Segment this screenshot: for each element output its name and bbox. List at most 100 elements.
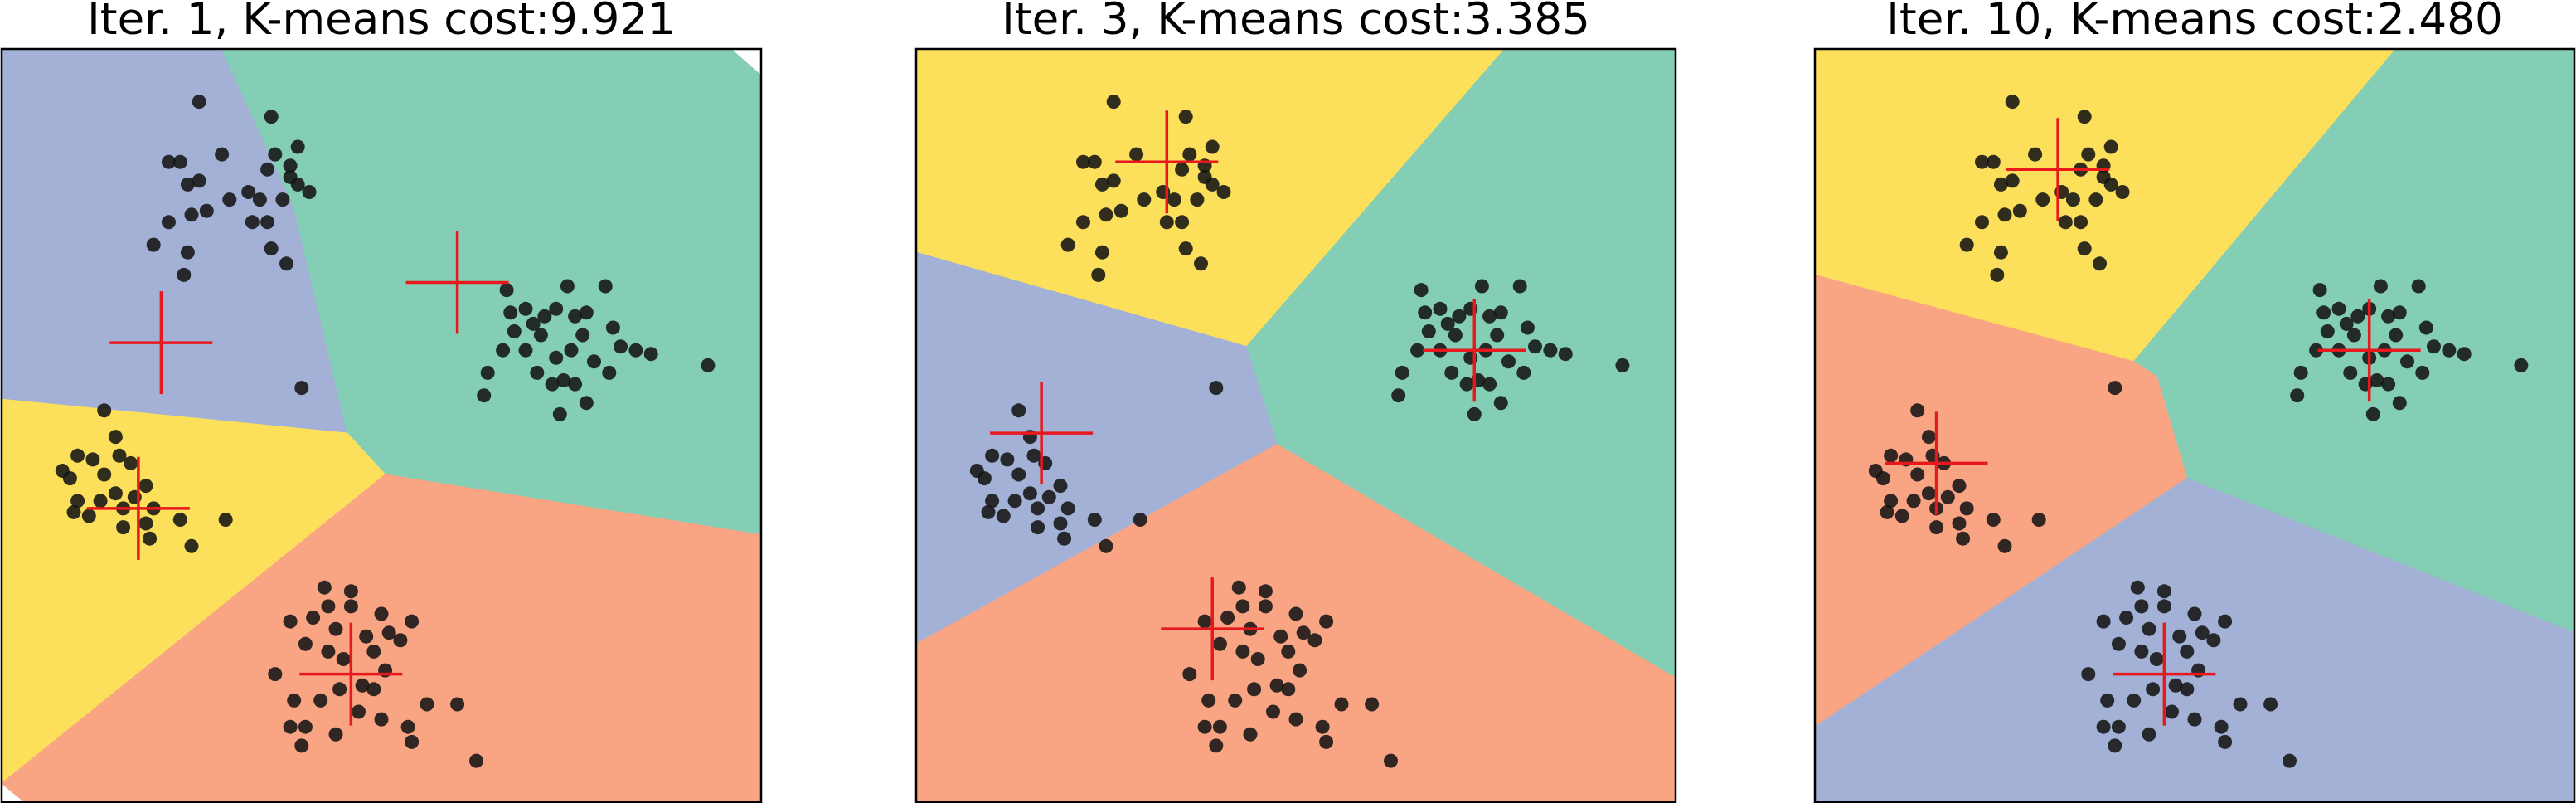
data-point <box>1011 403 1026 418</box>
data-point <box>62 471 77 486</box>
data-point <box>1266 704 1280 719</box>
data-point <box>2108 381 2122 396</box>
data-point <box>1288 712 1303 727</box>
data-point <box>977 471 992 486</box>
data-point <box>260 215 275 230</box>
centroid-marker <box>1885 411 1988 515</box>
data-point <box>2514 358 2529 372</box>
data-point <box>1414 283 1429 298</box>
data-point <box>2180 682 2195 697</box>
data-point <box>287 693 302 708</box>
data-point <box>1482 377 1497 392</box>
data-point <box>2339 316 2354 331</box>
data-point <box>1993 177 2008 192</box>
data-point <box>1106 173 1121 188</box>
data-point <box>366 682 381 697</box>
data-point <box>2263 697 2278 712</box>
data-point <box>1433 301 1448 316</box>
plot-frame <box>0 47 763 803</box>
data-point <box>2103 139 2118 154</box>
data-point <box>602 365 617 380</box>
data-point <box>184 207 199 222</box>
data-point <box>1007 494 1022 509</box>
data-point <box>93 494 108 509</box>
data-point <box>359 629 374 644</box>
data-point <box>1022 486 1037 501</box>
data-point <box>294 738 309 753</box>
data-point <box>180 245 195 260</box>
data-point <box>1319 614 1334 629</box>
data-point <box>2392 305 2407 320</box>
data-point <box>124 455 138 470</box>
data-point <box>1993 245 2008 260</box>
data-point <box>2389 328 2404 343</box>
data-point <box>1133 513 1147 527</box>
data-point <box>1543 343 1558 358</box>
data-point <box>393 633 408 648</box>
data-point <box>215 147 230 162</box>
data-point <box>116 520 131 535</box>
data-point <box>2218 734 2233 749</box>
data-point <box>1182 667 1197 682</box>
data-point <box>2035 192 2050 207</box>
centroid-marker <box>299 622 403 726</box>
data-point <box>2100 693 2115 708</box>
data-point <box>1182 147 1197 162</box>
data-point <box>1493 305 1508 320</box>
data-point <box>343 584 358 599</box>
chart-title: Iter. 1, K-means cost:9.921 <box>87 0 676 45</box>
data-point <box>1011 467 1026 482</box>
data-point <box>1528 339 1542 354</box>
data-point <box>1235 644 1250 659</box>
data-point <box>283 169 298 184</box>
data-point <box>172 154 187 169</box>
data-point <box>614 339 628 354</box>
data-point <box>70 448 85 463</box>
data-point <box>1209 738 1224 753</box>
data-point <box>405 614 420 629</box>
data-point <box>1615 358 1630 372</box>
data-point <box>108 486 123 501</box>
data-point <box>1952 516 1967 531</box>
data-point <box>1997 538 2012 553</box>
data-point <box>2290 388 2305 403</box>
data-point <box>1315 719 1330 734</box>
data-point <box>1410 343 1425 358</box>
data-point <box>496 343 511 358</box>
data-point <box>317 580 332 595</box>
data-point <box>2293 365 2308 380</box>
data-point <box>2165 704 2179 719</box>
data-point <box>2168 678 2183 693</box>
data-point <box>1197 719 1212 734</box>
data-point <box>381 625 396 640</box>
centroid-marker <box>2317 299 2421 402</box>
data-point <box>2180 644 2195 659</box>
data-point <box>2343 365 2358 380</box>
data-point <box>366 644 381 659</box>
data-point <box>138 479 153 494</box>
data-point <box>1175 162 1190 177</box>
data-point <box>2127 693 2142 708</box>
data-point <box>2088 192 2103 207</box>
data-point <box>1026 448 1041 463</box>
data-point <box>2457 347 2472 362</box>
data-point <box>1099 538 1113 553</box>
data-point <box>405 734 420 749</box>
data-point <box>2346 328 2361 343</box>
data-point <box>2187 606 2202 621</box>
data-point <box>480 365 495 380</box>
data-point <box>1482 309 1497 324</box>
data-point <box>2108 738 2122 753</box>
data-point <box>1137 192 1152 207</box>
data-point <box>545 377 560 392</box>
data-point <box>306 611 321 625</box>
data-point <box>2134 599 2149 614</box>
data-point <box>575 328 590 343</box>
data-point <box>2392 396 2407 411</box>
data-point <box>2373 279 2388 294</box>
data-point <box>352 704 366 719</box>
data-point <box>290 139 305 154</box>
data-point <box>1906 494 1921 509</box>
data-point <box>507 324 522 338</box>
data-point <box>1258 599 1273 614</box>
